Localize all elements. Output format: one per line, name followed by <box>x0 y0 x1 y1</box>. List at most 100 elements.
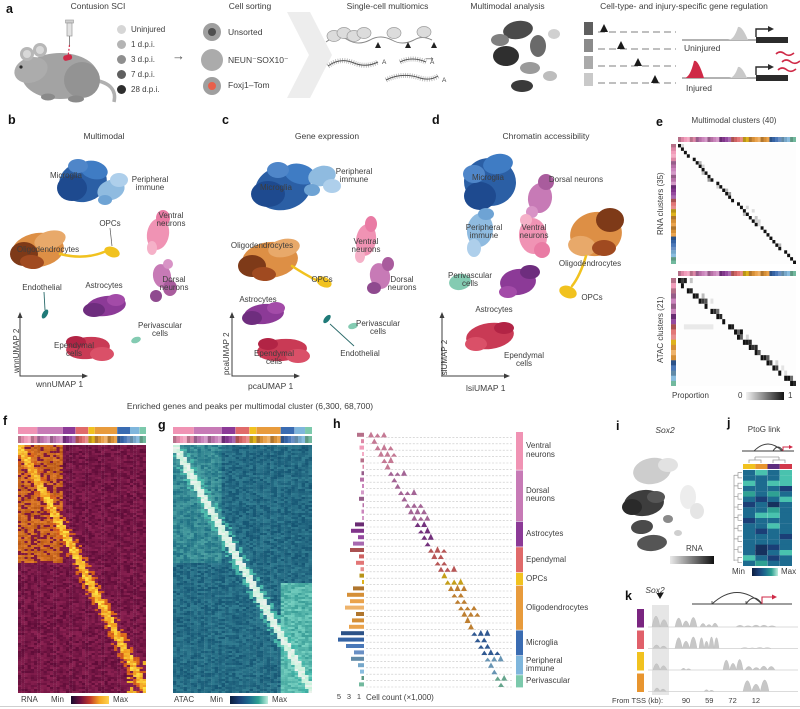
peak-triangle <box>634 58 642 66</box>
rna-clusters-label: RNA clusters (35) <box>656 172 665 235</box>
ventral-cluster-blob <box>355 224 377 256</box>
peripheral-cluster-blob <box>466 213 494 247</box>
coverage-peak <box>742 679 770 692</box>
timepoint-dot <box>117 55 126 64</box>
peak-triangle <box>388 471 394 476</box>
endothelial-cluster-blob <box>323 314 331 324</box>
celltype-colorbar-segment <box>516 630 523 656</box>
row-dendrogram-lines <box>734 525 742 532</box>
cell-count-bar <box>359 554 364 559</box>
proportion-label: Proportion <box>672 391 709 400</box>
coverage-peak <box>722 659 744 671</box>
astrocytes-cluster-blob <box>83 303 105 317</box>
cell-count-bar <box>362 516 364 520</box>
peak-triangle <box>481 637 488 643</box>
peak-triangle <box>381 458 388 463</box>
peak-triangle <box>651 75 659 83</box>
dorsal-cluster-blob <box>527 183 553 213</box>
atac-clusters-label: ATAC clusters (21) <box>656 296 665 363</box>
gray-umap-blob <box>511 80 533 92</box>
y-arrowhead <box>17 312 23 318</box>
cluster-label: Microglia <box>471 173 505 182</box>
cell-count-bar <box>345 605 364 610</box>
peak-triangle <box>384 451 391 457</box>
celltype-colorbar-segment <box>516 572 523 585</box>
sorting-circles <box>201 23 223 95</box>
astrocytes-cluster-blob <box>520 265 540 279</box>
cluster-label: Peripheral immune <box>131 175 169 193</box>
panel-label-e: e <box>656 115 663 129</box>
cell-count-bar <box>346 644 364 648</box>
flow-arrow2-icon: → <box>423 49 436 64</box>
peripheral-cluster-blob <box>467 239 481 257</box>
mouse-foot <box>41 93 55 101</box>
peripheral-cluster-blob <box>110 173 128 187</box>
peak-triangle <box>371 438 378 444</box>
panel-label-a: a <box>6 2 13 16</box>
panel-label-d: d <box>432 113 440 127</box>
microglia-cluster-blob <box>483 153 513 175</box>
peak-triangle <box>374 445 381 451</box>
panel-label-k: k <box>625 589 632 603</box>
dorsal-cluster-blob <box>163 259 173 269</box>
peak-triangle <box>381 432 387 438</box>
perivascular-cluster-blob <box>131 336 141 344</box>
tss-axis-label: From TSS (kb): <box>612 696 664 705</box>
peak-triangle <box>401 469 407 476</box>
opc-tail <box>290 264 318 282</box>
cell-count-bar <box>358 535 364 540</box>
column-annotation-segment <box>743 464 756 469</box>
ependymal-cluster-blob <box>286 349 310 363</box>
ventral-cluster-blob <box>534 242 550 258</box>
microglia-cluster-blob <box>57 175 87 201</box>
expression-blob <box>674 530 682 536</box>
ventral-cluster-blob <box>355 249 365 263</box>
multiomics-title: Single-cell multiomics <box>346 1 429 11</box>
gene-body <box>756 75 788 81</box>
peak-triangle <box>378 450 384 457</box>
cluster-label: Peripheral immune <box>335 167 373 185</box>
celltype-group-label: Dorsal neurons <box>526 486 555 504</box>
column-dendrogram <box>748 456 786 463</box>
peak-triangle <box>484 657 491 662</box>
coverage-peak <box>674 617 698 628</box>
peak-triangle <box>441 572 448 579</box>
umap-axes <box>439 312 510 379</box>
peak-triangle <box>424 527 431 534</box>
coverage-peak <box>653 687 667 692</box>
ependymal-cluster-blob <box>494 322 514 334</box>
cell-count-bar <box>362 503 364 508</box>
cell-count-bar <box>351 528 364 533</box>
row-dendrogram-lines <box>734 482 742 489</box>
row-dendrogram-lines <box>734 557 742 564</box>
tn5-insertion-icon <box>375 42 381 48</box>
gray-umap-blob <box>493 46 519 66</box>
mrna-strand <box>385 74 439 81</box>
x-arrowhead <box>504 373 510 379</box>
peak-triangle <box>414 522 421 527</box>
timepoint-row: 28 d.p.i. <box>117 82 165 97</box>
peak-triangle <box>461 599 468 604</box>
cell-count-bar <box>341 631 364 636</box>
chevron-shape <box>287 12 332 98</box>
tss-arrowhead <box>768 64 774 70</box>
peak-triangle <box>424 515 431 521</box>
coverage-peak <box>740 647 772 649</box>
coverage-peak <box>652 663 668 671</box>
x-arrowhead <box>294 373 300 379</box>
atac-matrix-column-colors <box>678 271 796 276</box>
injury-site <box>63 54 73 61</box>
peak-triangle <box>411 503 418 508</box>
cluster-label: Ependymal cells <box>253 349 295 367</box>
peak-triangle <box>387 446 394 451</box>
sorting-label-unsorted: Unsorted <box>228 27 263 37</box>
cluster-label: Oligodendrocytes <box>16 245 80 254</box>
cell-count-tick: 3 <box>346 692 352 701</box>
panel-label-i: i <box>616 419 620 433</box>
oligodendrocytes-cluster-blob <box>568 235 596 257</box>
oligodendrocytes-cluster-blob <box>268 238 300 258</box>
proportion-colorbar <box>746 392 784 400</box>
cell-count-bar <box>338 637 364 642</box>
peak-triangle <box>381 443 388 451</box>
peak-triangle <box>491 669 498 675</box>
